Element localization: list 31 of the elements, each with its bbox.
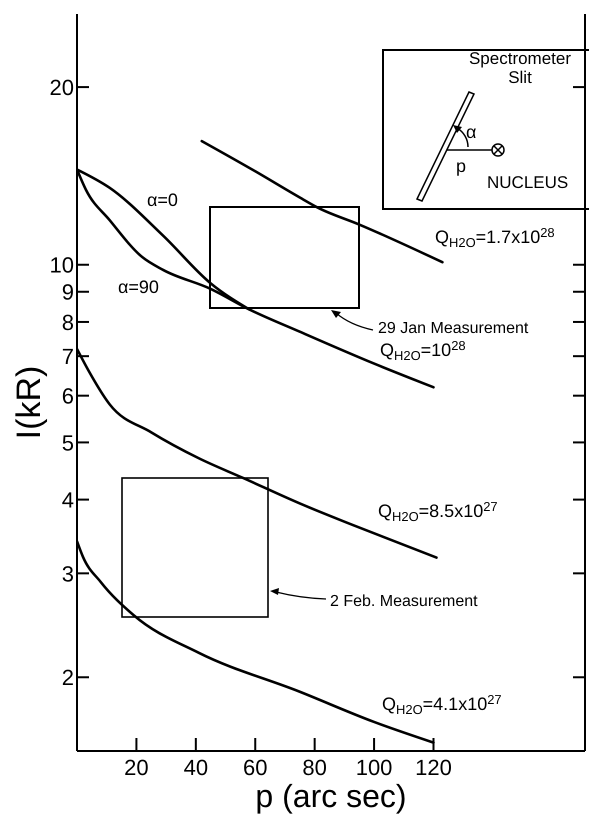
annotation: Q$_{H2O}$=1.7x10$^{28}$ [435, 225, 555, 250]
y-tick-label: 7 [62, 344, 74, 370]
y-tick-label: 8 [62, 310, 74, 335]
x-axis-title: p (arc sec) [255, 778, 407, 814]
y-tick-label: 2 [62, 665, 74, 690]
y-tick-label: 5 [62, 430, 74, 456]
y-axis-title: I(kR) [10, 366, 48, 440]
x-tick-label: 100 [356, 755, 392, 780]
y-tick-label: 9 [62, 280, 74, 305]
y-tick-label: 3 [62, 561, 74, 586]
x-tick-label: 20 [124, 755, 149, 780]
x-tick-label: 40 [184, 755, 208, 780]
annotation: α=0 [147, 190, 178, 210]
annotation: p [456, 156, 466, 176]
annotation: α [466, 122, 476, 142]
annotation: Spectrometer [468, 49, 572, 68]
x-tick-label: 80 [302, 755, 327, 780]
x-tick-label: 120 [415, 755, 452, 780]
annotation: Q$_{H2O}$=8.5x10$^{27}$ [378, 499, 498, 524]
annotation: α=90 [118, 277, 159, 297]
annotation: NUCLEUS [487, 173, 568, 192]
y-tick-label: 20 [50, 75, 74, 100]
y-tick-label: 6 [62, 384, 74, 409]
annotation: Q$_{H2O}$=10$^{28}$ [380, 338, 466, 363]
y-tick-label: 4 [62, 488, 74, 513]
x-tick-label: 60 [243, 755, 268, 780]
annotation: 2 Feb. Measurement [330, 593, 478, 610]
annotation: Q$_{H2O}$=4.1x10$^{27}$ [382, 692, 502, 717]
annotation: 29 Jan Measurement [378, 320, 529, 337]
y-tick-label: 10 [50, 252, 74, 278]
annotation: Slit [508, 68, 532, 87]
